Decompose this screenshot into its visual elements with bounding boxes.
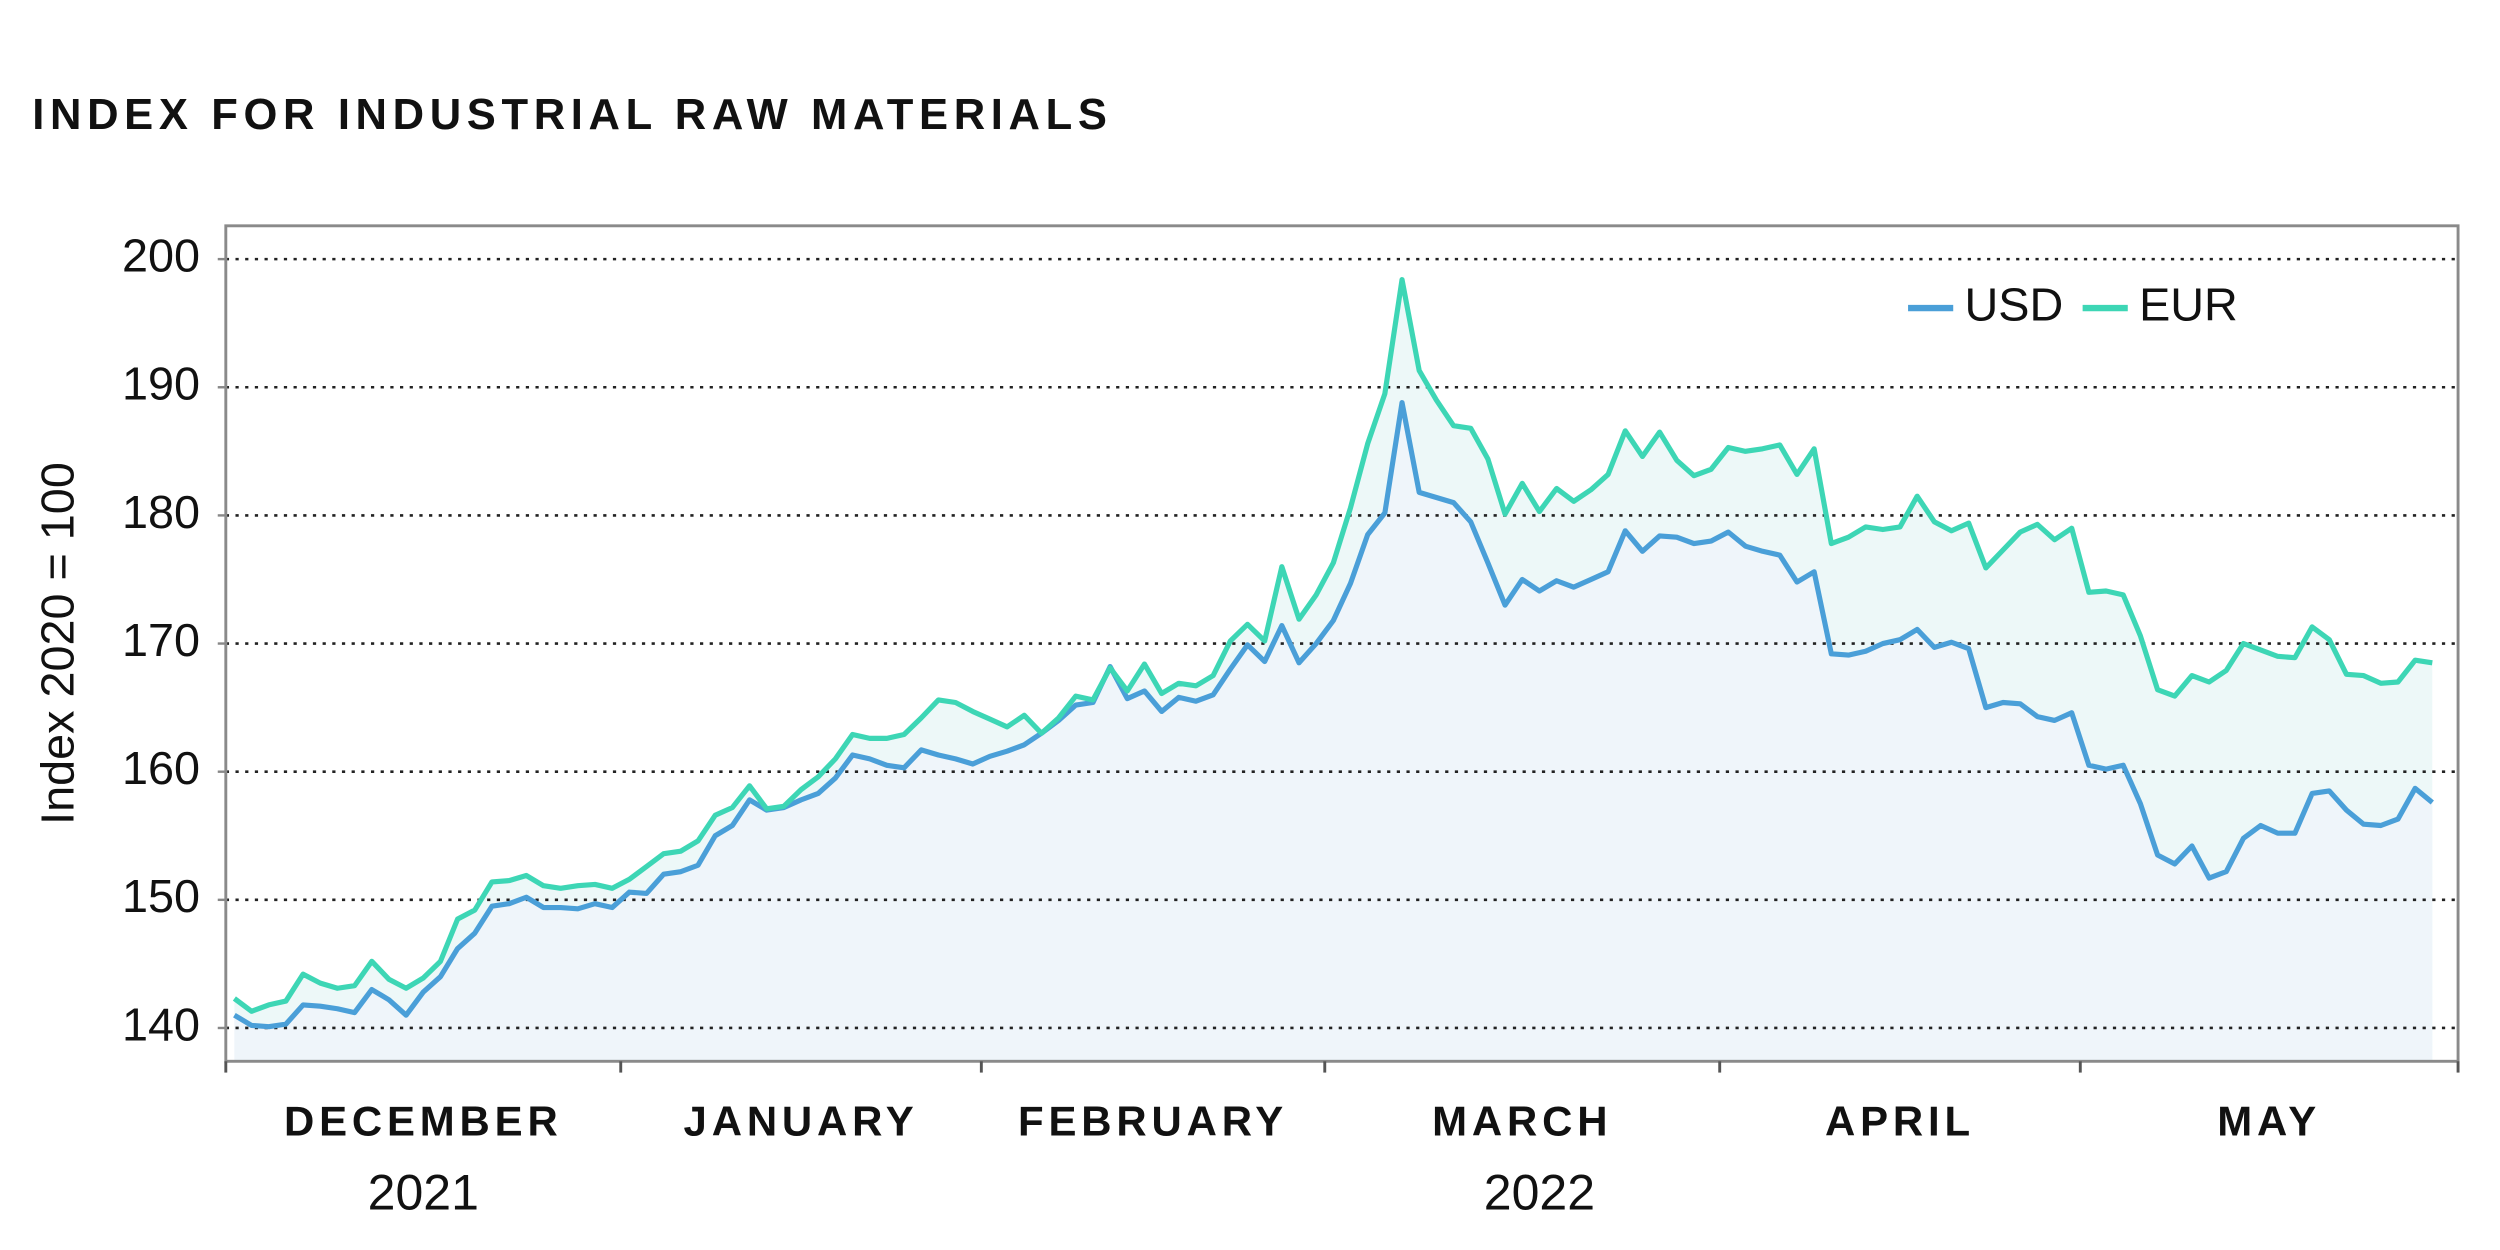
y-tick-label: 200	[122, 229, 200, 281]
x-tick-label: DECEMBER	[284, 1097, 563, 1144]
y-axis-label: Index 2020 = 100	[32, 462, 84, 825]
year-label: 2022	[1484, 1165, 1595, 1221]
legend-label: EUR	[2139, 278, 2238, 330]
y-tick-label: 190	[122, 358, 200, 410]
x-tick-label: MARCH	[1432, 1097, 1612, 1144]
y-tick-label: 180	[122, 486, 200, 538]
area	[234, 402, 2433, 1062]
line	[233, 400, 2434, 1030]
legend-label: USD	[1965, 278, 2064, 330]
year-label: 2021	[368, 1165, 479, 1221]
x-tick-label: FEBRUARY	[1018, 1097, 1288, 1144]
x-tick-label: APRIL	[1825, 1097, 1975, 1144]
x-tick-label: JANUARY	[684, 1097, 919, 1144]
plot-frame	[224, 224, 2460, 1063]
x-tick-label: MAY	[2217, 1097, 2321, 1144]
chart-title: INDEX FOR INDUSTRIAL RAW MATERIALS	[32, 91, 1112, 139]
y-tick-label: 160	[122, 742, 200, 794]
line	[232, 277, 2433, 1014]
y-tick-label: 140	[122, 998, 200, 1050]
y-tick-label: 150	[122, 870, 200, 922]
y-tick-label: 170	[122, 614, 200, 666]
plot: 140 150 160 170 180 190 200 DECEMBER JANUARY FEBR…	[122, 224, 2460, 1221]
